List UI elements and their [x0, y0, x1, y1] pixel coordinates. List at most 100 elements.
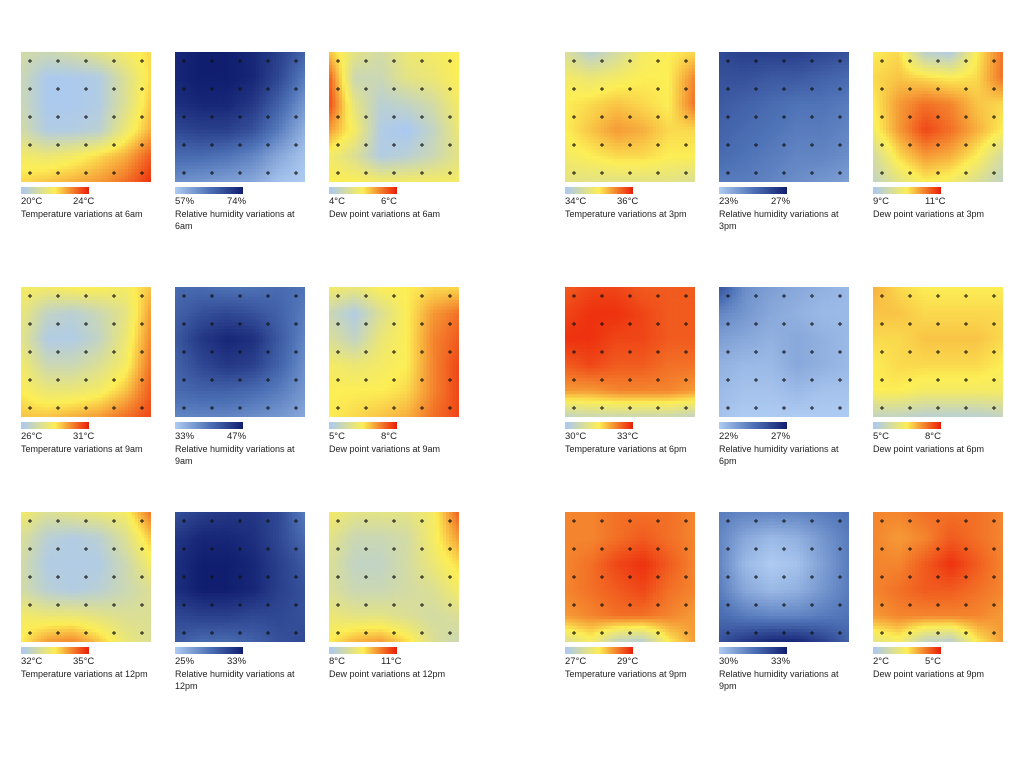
heatmap-cell — [207, 113, 212, 118]
heatmap-cell — [371, 175, 375, 180]
heatmap-cell — [256, 136, 260, 141]
heatmap-cell — [82, 52, 87, 56]
heatmap-cell — [141, 130, 145, 134]
heatmap-cell — [368, 84, 372, 89]
heatmap-cell — [50, 130, 54, 134]
heatmap-cell — [338, 126, 343, 131]
heatmap-cell — [27, 178, 32, 182]
heatmap-cell — [37, 159, 41, 163]
heatmap-cell — [115, 178, 119, 182]
heatmap-cell — [416, 100, 421, 105]
heatmap-cell — [43, 123, 48, 128]
heatmap-cell — [416, 156, 421, 160]
heatmap-cell — [413, 100, 418, 105]
heatmap-cell — [269, 91, 273, 95]
heatmap-cell — [626, 55, 631, 59]
heatmap-cell — [24, 146, 28, 150]
heatmap-cell — [364, 175, 369, 180]
heatmap-cell — [420, 136, 424, 141]
heatmap-cell — [371, 55, 375, 59]
heatmap-cell — [220, 165, 225, 170]
heatmap-cell — [99, 162, 103, 167]
heatmap-cell — [269, 58, 273, 63]
heatmap-cell — [207, 84, 212, 89]
heatmap-cell — [439, 117, 444, 121]
heatmap-cell — [220, 126, 225, 131]
heatmap-cell — [201, 65, 205, 69]
heatmap-cell — [27, 58, 32, 63]
heatmap-cell — [214, 165, 218, 170]
heatmap-cell — [217, 178, 221, 182]
heatmap-cell — [236, 130, 241, 134]
heatmap-cell — [37, 169, 41, 173]
heatmap-cell — [342, 100, 346, 105]
heatmap-cell — [288, 117, 293, 121]
heatmap-cell — [410, 136, 414, 141]
heatmap-cell — [348, 165, 353, 170]
heatmap-cell — [217, 146, 221, 150]
heatmap-cell — [442, 74, 447, 79]
heatmap-cell — [53, 117, 58, 121]
heatmap-cell — [345, 152, 349, 157]
heatmap-cell — [43, 87, 48, 92]
heatmap-cell — [66, 97, 71, 102]
heatmap-cell — [115, 87, 119, 92]
heatmap-cell — [374, 74, 379, 79]
heatmap-cell — [390, 130, 395, 134]
heatmap-cell — [338, 55, 343, 59]
heatmap-cell — [214, 110, 218, 115]
heatmap-cell — [102, 169, 106, 173]
heatmap-cell — [204, 120, 208, 124]
heatmap-cell — [442, 84, 447, 89]
heatmap-cell — [220, 146, 225, 150]
heatmap-cell — [272, 159, 277, 163]
heatmap-cell — [128, 139, 132, 144]
heatmap-cell — [188, 58, 192, 63]
heatmap-cell — [420, 74, 424, 79]
heatmap-cell — [105, 58, 110, 63]
sensor-marker — [238, 59, 242, 63]
heatmap-cell — [279, 107, 283, 111]
heatmap-cell — [214, 172, 218, 176]
heatmap-cell — [131, 107, 136, 111]
heatmap-cell — [128, 120, 132, 124]
heatmap-cell — [410, 97, 414, 102]
heatmap-cell — [371, 146, 375, 150]
heatmap-cell — [335, 130, 340, 134]
heatmap-cell — [217, 58, 221, 63]
heatmap-cell — [377, 143, 382, 147]
heatmap-cell — [188, 165, 192, 170]
heatmap-cell — [220, 149, 225, 154]
heatmap-cell — [246, 81, 251, 85]
heatmap-cell — [288, 130, 293, 134]
heatmap-cell — [197, 78, 202, 82]
heatmap-cell — [455, 52, 459, 56]
sensor-marker — [336, 171, 340, 175]
heatmap-cell — [387, 78, 392, 82]
heatmap-cell — [99, 126, 103, 131]
heatmap-cell — [368, 58, 372, 63]
heatmap-cell — [298, 130, 303, 134]
heatmap-cell — [184, 146, 189, 150]
heatmap-cell — [446, 126, 450, 131]
heatmap-cell — [144, 58, 149, 63]
heatmap-cell — [403, 178, 408, 182]
heatmap-cell — [348, 113, 353, 118]
heatmap-cell — [76, 117, 80, 121]
heatmap-cell — [108, 65, 113, 69]
heatmap-cell — [442, 113, 447, 118]
heatmap-cell — [125, 146, 129, 150]
heatmap-cell — [301, 97, 305, 102]
heatmap-cell — [128, 87, 132, 92]
heatmap-cell — [86, 81, 90, 85]
heatmap-cell — [426, 117, 431, 121]
heatmap-cell — [66, 78, 71, 82]
heatmap-cell — [285, 113, 290, 118]
heatmap-cell — [358, 130, 362, 134]
heatmap-cell — [384, 152, 388, 157]
heatmap-cell — [279, 133, 283, 137]
heatmap-cell — [191, 68, 195, 72]
heatmap-cell — [191, 117, 195, 121]
heatmap-cell — [442, 169, 447, 173]
heatmap-cell — [108, 107, 113, 111]
